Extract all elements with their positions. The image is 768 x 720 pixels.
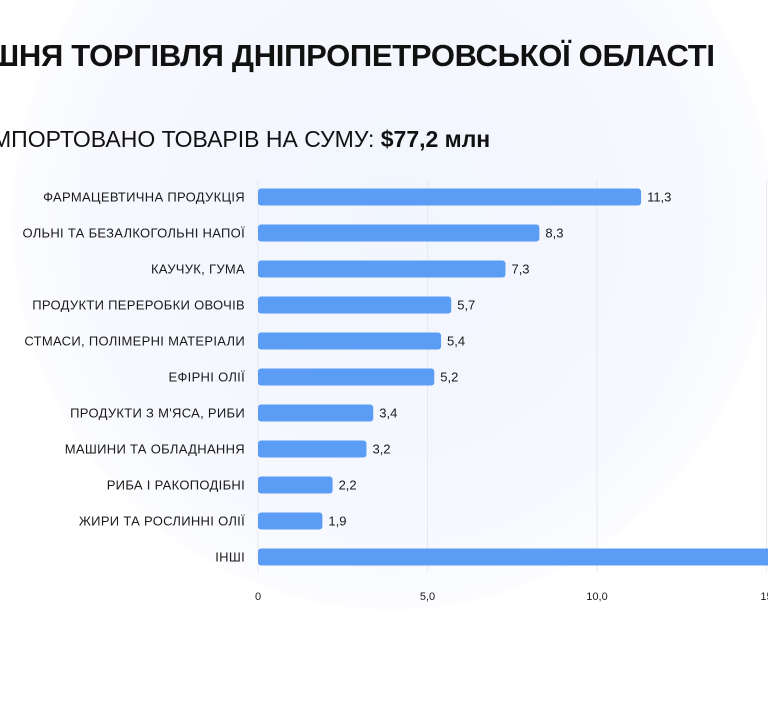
x-tick-label: 0: [255, 591, 261, 603]
value-label: 3,4: [379, 406, 397, 421]
bar: [258, 440, 367, 458]
chart-title: ШНЯ ТОРГІВЛЯ ДНІПРОПЕТРОВСЬКОЇ ОБЛАСТІ І: [0, 40, 715, 104]
value-label: 5,4: [447, 334, 465, 349]
value-label: 1,9: [328, 514, 346, 529]
category-label: МАШИНИ ТА ОБЛАДНАННЯ: [65, 442, 245, 457]
bar: [258, 512, 323, 530]
x-tick-label: 5,0: [420, 591, 435, 603]
subtitle-prefix: МПОРТОВАНО ТОВАРІВ НА СУМУ:: [0, 126, 375, 152]
category-label: ФАРМАЦЕВТИЧНА ПРОДУКЦІЯ: [43, 190, 245, 205]
bar: [258, 332, 442, 350]
category-label: ОЛЬНІ ТА БЕЗАЛКОГОЛЬНІ НАПОЇ: [22, 226, 245, 241]
x-tick-label: 15: [760, 591, 768, 603]
category-label: СТМАСИ, ПОЛІМЕРНІ МАТЕРІАЛИ: [24, 334, 245, 349]
category-label: ЕФІРНІ ОЛІЇ: [169, 370, 246, 385]
value-label: 8,3: [545, 226, 563, 241]
chart-title-line-1: ШНЯ ТОРГІВЛЯ ДНІПРОПЕТРОВСЬКОЇ ОБЛАСТІ: [0, 38, 715, 73]
bar: [258, 224, 540, 242]
bar: [258, 188, 642, 206]
value-label: 3,2: [372, 442, 390, 457]
chart-subtitle: МПОРТОВАНО ТОВАРІВ НА СУМУ: $77,2 млн: [0, 126, 490, 153]
category-label: РИБА І РАКОПОДІБНІ: [107, 478, 245, 493]
bar: [258, 404, 374, 422]
bar: [258, 260, 506, 278]
category-label: ПРОДУКТИ ПЕРЕРОБКИ ОВОЧІВ: [32, 298, 245, 313]
value-label: 5,7: [457, 298, 475, 313]
bar: [258, 548, 768, 566]
x-tick-label: 10,0: [586, 591, 607, 603]
bars: [258, 188, 768, 566]
category-label: ЖИРИ ТА РОСЛИННІ ОЛІЇ: [79, 514, 245, 529]
bar: [258, 368, 435, 386]
value-label: 11,3: [647, 190, 671, 205]
value-label: 7,3: [511, 262, 529, 277]
category-label: ІНШІ: [215, 550, 245, 565]
labels: 0 5,0 10,0 15 ФАРМАЦЕВТИЧНА ПРОДУКЦІЯ 11,3 ОЛЬ…: [22, 190, 768, 604]
value-label: 5,2: [440, 370, 458, 385]
subtitle-amount: $77,2 млн: [380, 126, 491, 152]
value-label: 2,2: [339, 478, 357, 493]
bar: [258, 476, 333, 494]
category-label: КАУЧУК, ГУМА: [151, 262, 245, 277]
bar: [258, 296, 452, 314]
category-label: ПРОДУКТИ З М'ЯСА, РИБИ: [70, 406, 245, 421]
